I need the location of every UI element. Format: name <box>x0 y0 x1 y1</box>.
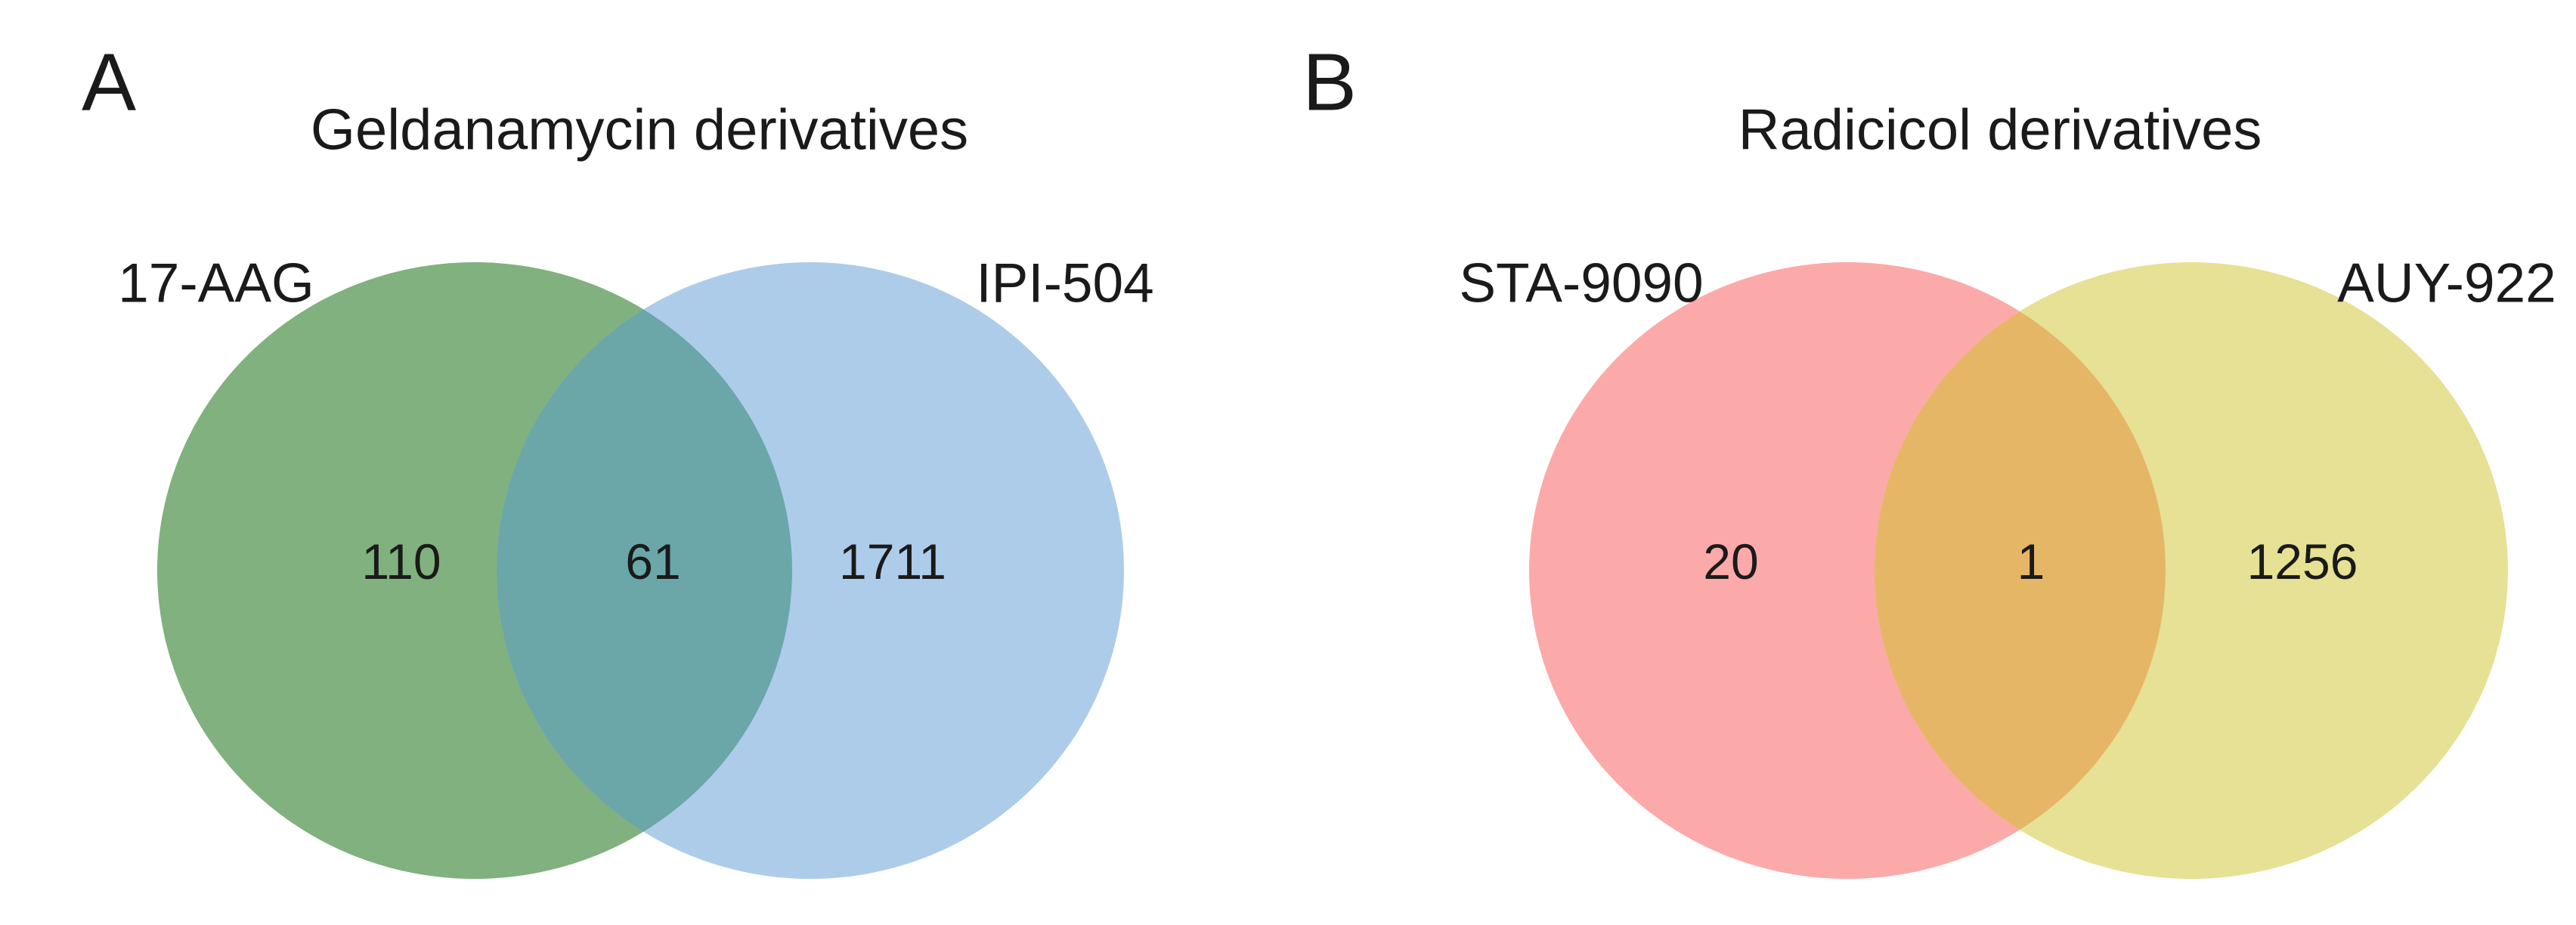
set-label-sta9090: STA-9090 <box>1459 253 1703 314</box>
count-auy922-only: 1256 <box>2247 534 2358 589</box>
panel-a-title: Geldanamycin derivatives <box>311 98 968 162</box>
set-label-auy922: AUY-922 <box>2337 253 2556 314</box>
count-overlap-a: 61 <box>625 534 680 589</box>
panel-b-letter: B <box>1302 36 1357 128</box>
set-label-17aag: 17-AAG <box>118 253 314 314</box>
set-label-ipi504: IPI-504 <box>976 253 1153 314</box>
venn-overlap-a <box>497 262 792 879</box>
count-overlap-b: 1 <box>2017 534 2045 589</box>
count-sta9090-only: 20 <box>1703 534 1758 589</box>
panel-b: B Radicicol derivatives STA-9090 AUY-922… <box>1302 36 2556 879</box>
panel-b-title: Radicicol derivatives <box>1738 98 2262 162</box>
count-ipi504-only: 1711 <box>839 534 946 589</box>
panel-a-letter: A <box>82 36 136 128</box>
panel-a: A Geldanamycin derivatives 17-AAG IPI-50… <box>82 36 1154 879</box>
count-17aag-only: 110 <box>361 534 441 589</box>
venn-overlap-b <box>1875 262 2166 879</box>
